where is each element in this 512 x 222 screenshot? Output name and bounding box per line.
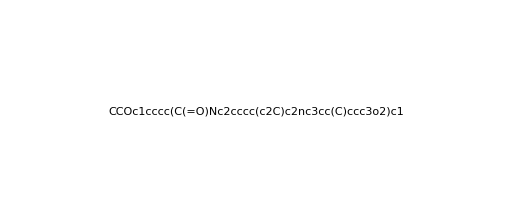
- Text: CCOc1cccc(C(=O)Nc2cccc(c2C)c2nc3cc(C)ccc3o2)c1: CCOc1cccc(C(=O)Nc2cccc(c2C)c2nc3cc(C)ccc…: [108, 106, 404, 116]
